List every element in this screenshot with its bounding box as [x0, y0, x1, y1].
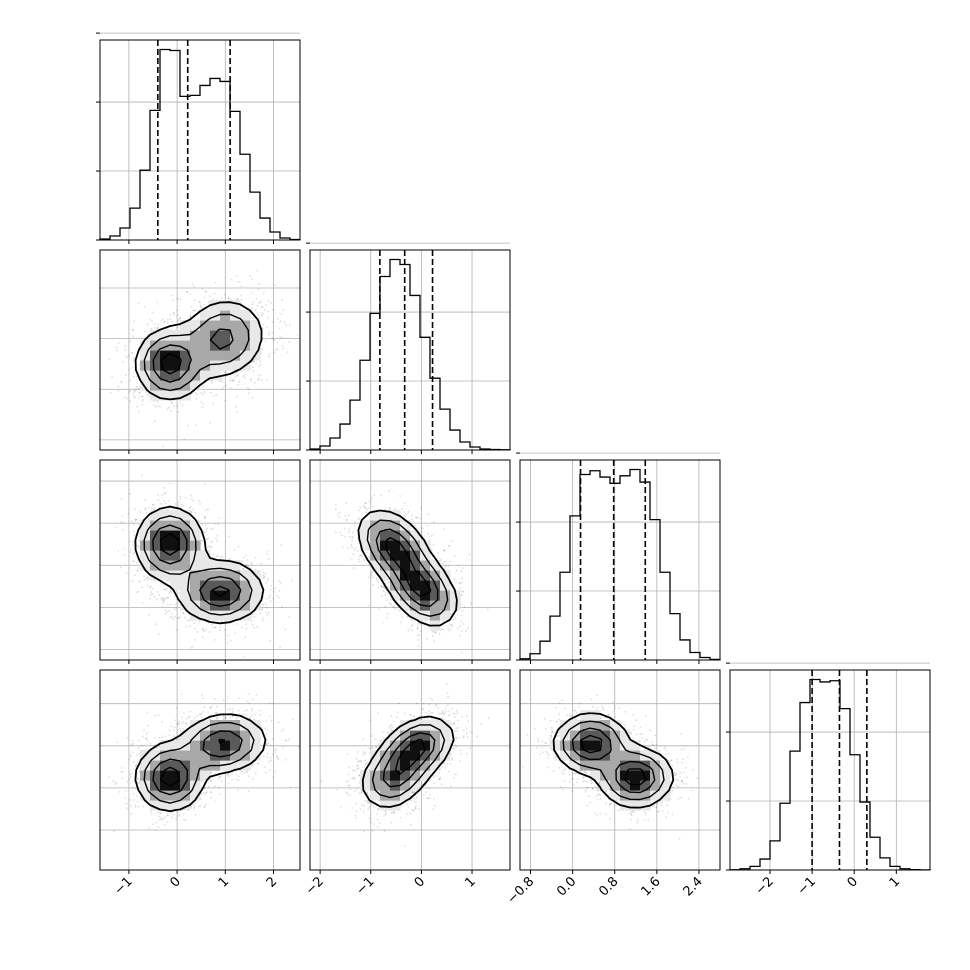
histogram-step	[309, 258, 511, 451]
x-tick-label: 2.4	[681, 874, 706, 899]
histogram-panel: −2 −1 0 1	[726, 662, 931, 898]
x-tick-label: 0.8	[596, 874, 621, 899]
contour-line	[382, 732, 436, 788]
contour-line	[385, 537, 432, 598]
histogram-step	[519, 468, 721, 661]
contour-line	[152, 524, 242, 607]
contour-line	[580, 734, 647, 786]
histogram-panel	[306, 242, 511, 454]
density-fill	[140, 720, 261, 811]
x-tick-label: 0.0	[554, 874, 579, 899]
x-tick-label: 1	[887, 874, 903, 890]
contour-line	[562, 720, 665, 801]
x-tick-label: 0	[845, 874, 861, 890]
contour-line	[571, 727, 656, 794]
x-tick-label: −1	[353, 874, 377, 898]
contour-line	[143, 515, 253, 616]
contour-line	[159, 738, 226, 787]
x-tick-label: 1	[462, 874, 478, 890]
x-tick-label: 2	[264, 874, 280, 890]
histogram-panel	[516, 452, 721, 664]
x-tick-label: −2	[753, 874, 777, 898]
contour-line	[152, 730, 243, 796]
contour-line	[134, 505, 265, 625]
contour-line	[552, 712, 675, 809]
contour-line	[160, 352, 182, 375]
contour-line	[143, 313, 250, 392]
x-tick-label: −0.8	[504, 874, 537, 907]
contour-line	[361, 715, 455, 808]
x-tick-label: 0	[412, 874, 428, 890]
x-tick-label: −1	[112, 874, 136, 898]
contour-line	[143, 721, 255, 804]
joint-panel: −2 −1 0 1	[303, 669, 511, 898]
contour-line	[134, 301, 263, 401]
contour-line	[159, 533, 230, 598]
x-tick-label: 1	[216, 874, 232, 890]
joint-panel: −0.8 0.0 0.8 1.6 2.4	[504, 669, 721, 907]
contour-line	[134, 713, 267, 813]
x-tick-label: 0	[167, 874, 183, 890]
histogram-step	[99, 48, 301, 241]
joint-panel: −0.80.00.81.62.4	[99, 459, 301, 664]
contour-line	[152, 328, 234, 383]
joint-panel	[309, 459, 511, 664]
histogram-step	[729, 678, 931, 871]
contour-line	[366, 519, 449, 617]
contour-line	[394, 738, 426, 775]
x-tick-label: −1	[795, 874, 819, 898]
density-fill	[360, 720, 451, 811]
histogram-panel	[96, 32, 301, 244]
contour-line	[375, 528, 439, 608]
contour-line	[357, 509, 458, 627]
x-tick-label: 1.6	[638, 874, 663, 899]
joint-panel: −2−101	[99, 249, 301, 454]
contour-line	[371, 724, 446, 799]
x-tick-label: −2	[303, 874, 327, 898]
